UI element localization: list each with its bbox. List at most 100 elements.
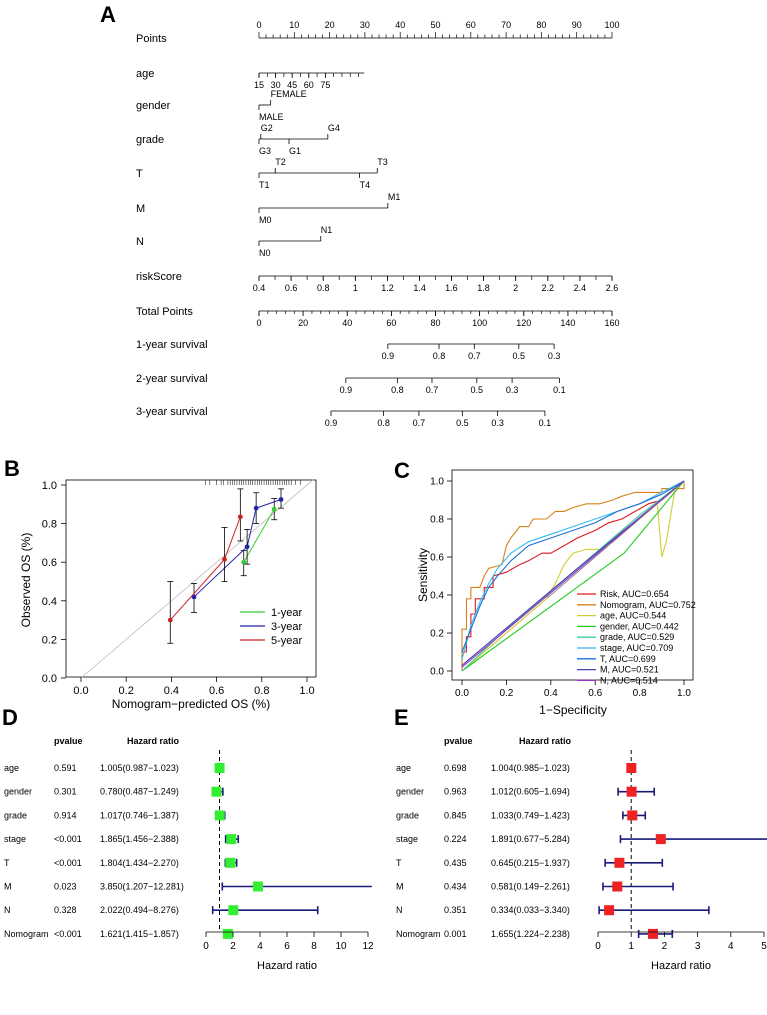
forest-row-label: stage [396,834,418,844]
forest-row-label: gender [396,787,424,797]
forest-x-tick-label: 4 [257,941,263,952]
roc-y-axis-title: Sensitivity [416,548,430,602]
nomogram-tick-label: 2.4 [574,283,587,293]
roc-x-tick-label: 1.0 [677,688,691,699]
roc-y-tick-label: 0.8 [430,515,444,526]
calibration-series-line [243,508,275,563]
roc-legend-label: stage, AUC=0.709 [600,643,673,653]
forest-row-pvalue: 0.351 [444,905,467,915]
nomogram-tick-label: 0.5 [456,418,469,428]
forest-row-label: Nomogram [396,929,441,939]
forest-x-axis-title: Hazard ratio [257,960,317,972]
forest-point-marker [211,786,222,797]
nomogram-tick-label: T3 [377,157,388,167]
forest-row-label: Nomogram [4,929,49,939]
calibration-legend-label: 3-year [271,621,303,633]
nomogram-tick-label: 0.3 [548,351,561,361]
nomogram-tick-label: 0.3 [491,418,504,428]
nomogram-row-label: age [136,68,154,80]
forest-row-hazard-ratio: 0.581(0.149−2.261) [491,882,570,892]
forest-row-label: M [4,882,12,892]
forest-row-label: grade [4,810,27,820]
roc-panel: 0.0 0.0 0.2 0.2 0.4 0.4 0.6 0.6 0.8 0.8 1.0 1.0 1−Sp… [416,469,696,717]
nomogram-row-label: riskScore [136,271,182,283]
nomogram-tick-label: FEMALE [271,89,307,99]
forest-row-hazard-ratio: 1.804(1.434−2.270) [100,858,179,868]
roc-legend-label: Risk, AUC=0.654 [600,589,669,599]
nomogram-tick-label: 0.5 [513,351,526,361]
roc-x-tick-label: 0.0 [455,688,469,699]
nomogram-tick-label: 0 [256,318,261,328]
forest-row-label: grade [396,810,419,820]
roc-y-tick-label: 0.6 [430,553,444,564]
forest-row-pvalue: 0.023 [54,882,77,892]
forest-panel-e: pvalue Hazard ratio age 0.698 1.004(0.985−1.… [396,736,767,972]
forest-point-marker [228,905,239,916]
nomogram-row-label: T [136,168,143,180]
forest-row-pvalue: 0.963 [444,787,467,797]
forest-row-pvalue: 0.435 [444,858,467,868]
nomogram-tick-label: T4 [360,180,371,190]
forest-point-marker [627,810,638,821]
calibration-point [278,497,284,502]
nomogram-tick-label: T2 [275,157,286,167]
nomogram-tick-label: G4 [328,123,340,133]
roc-legend-label: Nomogram, AUC=0.752 [600,600,696,610]
calibration-legend-label: 5-year [271,635,303,647]
roc-y-tick-label: 0.4 [430,591,444,602]
calibration-plot-frame [65,479,317,678]
nomogram-row-label: grade [136,134,164,146]
nomogram-tick-label: 2 [513,283,518,293]
roc-curve [461,481,685,671]
forest-row-pvalue: <0.001 [54,929,82,939]
nomogram-tick-label: 20 [298,318,308,328]
calibration-x-tick-label: 0.2 [119,685,134,697]
forest-point-marker [612,881,623,892]
nomogram-tick-label: 2.6 [606,283,619,293]
forest-x-tick-label: 2 [662,941,668,952]
forest-header-pvalue: pvalue [54,736,83,746]
forest-row-hazard-ratio: 1.891(0.677−5.284) [491,834,570,844]
forest-point-marker [614,857,625,868]
nomogram-row-label: 3-year survival [136,406,208,418]
forest-row-pvalue: 0.301 [54,787,77,797]
roc-legend-label: M, AUC=0.521 [600,665,659,675]
forest-row-label: age [396,763,411,773]
forest-header-hazard-ratio: Hazard ratio [519,736,572,746]
forest-point-marker [225,857,236,868]
nomogram-tick-label: 100 [604,20,619,30]
nomogram-tick-label: 0.4 [253,283,266,293]
nomogram-tick-label: 60 [304,80,314,90]
nomogram-tick-label: 20 [325,20,335,30]
forest-row-label: age [4,763,19,773]
roc-legend-label: age, AUC=0.544 [600,611,666,621]
forest-row-hazard-ratio: 3.850(1.207−12.281) [100,882,184,892]
nomogram-tick-label: 15 [254,80,264,90]
forest-row-hazard-ratio: 1.655(1.224−2.238) [491,929,570,939]
panel-label-c: C [394,458,410,483]
forest-row-hazard-ratio: 0.780(0.487−1.249) [100,787,179,797]
forest-x-tick-label: 6 [284,941,290,952]
calibration-series-line [193,499,282,598]
calibration-x-axis-title: Nomogram−predicted OS (%) [112,697,270,711]
nomogram-row-label: Total Points [136,306,193,318]
nomogram-tick-label: 0 [256,20,261,30]
nomogram-tick-label: 0.8 [377,418,390,428]
nomogram-tick-label: 0.9 [340,385,353,395]
forest-row-pvalue: 0.698 [444,763,467,773]
forest-x-tick-label: 3 [695,941,701,952]
panel-label-d: D [2,705,18,730]
calibration-y-tick-label: 0.6 [42,557,57,569]
nomogram-tick-label: 1.8 [477,283,490,293]
forest-x-tick-label: 0 [595,941,601,952]
nomogram-tick-label: 160 [604,318,619,328]
nomogram-row-label: N [136,236,144,248]
forest-point-marker [604,905,615,916]
forest-row-label: stage [4,834,26,844]
forest-row-label: N [396,905,403,915]
forest-x-tick-label: 8 [311,941,317,952]
roc-plot-frame [451,469,694,681]
calibration-y-tick-label: 0.0 [42,673,57,685]
